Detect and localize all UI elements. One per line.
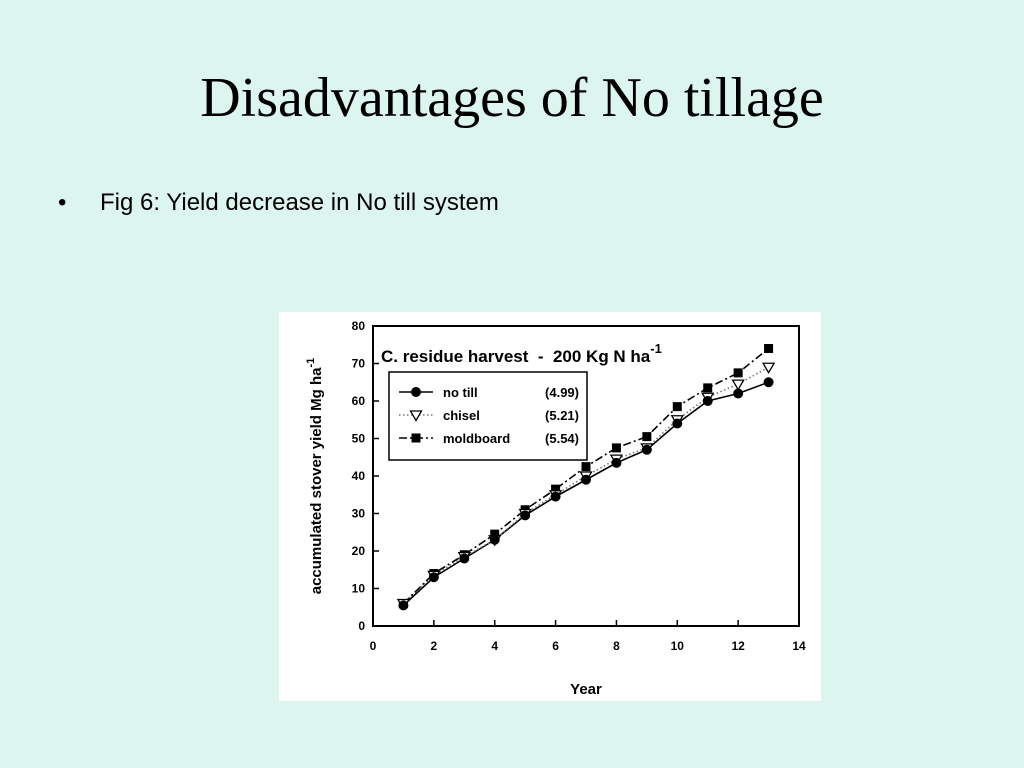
- chart-annotation: C. residue harvest - 200 Kg N ha-1: [381, 341, 662, 366]
- y-tick-label: 30: [352, 507, 366, 521]
- x-tick-label: 2: [431, 639, 438, 653]
- legend-marker-moldboard: [411, 433, 421, 443]
- data-point-no-till: [672, 418, 683, 429]
- data-point-no-till: [550, 491, 561, 502]
- x-tick-label: 8: [613, 639, 620, 653]
- legend-box: [388, 371, 588, 461]
- y-tick-label: 80: [352, 319, 366, 333]
- data-point-no-till: [428, 572, 439, 583]
- legend-marker-chisel: [409, 410, 423, 422]
- y-axis-label-superscript: -1: [305, 358, 317, 368]
- data-point-no-till: [611, 457, 622, 468]
- x-axis-label: Year: [570, 681, 602, 698]
- data-point-moldboard: [703, 383, 713, 393]
- bullet-marker: •: [58, 189, 67, 216]
- x-tick-label: 0: [370, 639, 377, 653]
- legend-marker-no-till: [411, 387, 421, 397]
- data-point-no-till: [733, 388, 744, 399]
- legend-value: (4.99): [545, 385, 579, 400]
- y-tick-label: 20: [352, 544, 366, 558]
- data-point-no-till: [459, 553, 470, 564]
- data-point-moldboard: [551, 484, 561, 494]
- data-point-no-till: [398, 600, 409, 611]
- y-tick-label: 10: [352, 582, 366, 596]
- data-point-moldboard: [764, 344, 774, 353]
- data-point-no-till: [520, 510, 531, 521]
- data-point-moldboard: [642, 432, 652, 442]
- figure-panel: 0 10 20 30 40 50 60 70 80 0 2 4 6 8 10 12 14 Year accumula…: [279, 312, 821, 701]
- legend-label: no till: [443, 385, 478, 400]
- legend-label: chisel: [443, 408, 480, 423]
- data-point-moldboard: [581, 462, 591, 472]
- y-axis-label-text: accumulated stover yield Mg ha: [308, 367, 325, 594]
- y-tick-label: 50: [352, 432, 366, 446]
- bullet-text: Fig 6: Yield decrease in No till system: [100, 189, 499, 216]
- chart-annotation-superscript: -1: [650, 341, 662, 356]
- chart-annotation-text: C. residue harvest - 200 Kg N ha: [381, 347, 651, 366]
- x-tick-label: 10: [671, 639, 685, 653]
- y-tick-label: 40: [352, 469, 366, 483]
- x-tick-label: 4: [491, 639, 498, 653]
- yield-chart: 0 10 20 30 40 50 60 70 80 0 2 4 6 8 10 12 14 Year accumula…: [305, 319, 806, 698]
- data-point-moldboard: [733, 368, 743, 378]
- data-point-moldboard: [672, 402, 682, 412]
- legend-value: (5.21): [545, 408, 579, 423]
- y-tick-label: 70: [352, 357, 366, 371]
- x-tick-label: 12: [731, 639, 745, 653]
- data-point-no-till: [763, 377, 774, 388]
- y-axis-label: accumulated stover yield Mg ha-1: [305, 358, 325, 595]
- y-tick-label: 0: [358, 619, 365, 633]
- slide-title: Disadvantages of No tillage: [200, 67, 824, 129]
- x-tick-label: 6: [552, 639, 559, 653]
- data-point-chisel: [761, 362, 776, 375]
- data-point-no-till: [581, 474, 591, 485]
- data-point-moldboard: [490, 529, 500, 539]
- data-point-no-till: [702, 396, 713, 406]
- data-point-moldboard: [611, 443, 621, 453]
- legend-value: (5.54): [545, 431, 579, 446]
- data-point-no-till: [641, 444, 652, 455]
- y-tick-label: 60: [352, 394, 366, 408]
- x-tick-label: 14: [792, 639, 806, 653]
- legend-label: moldboard: [443, 431, 510, 446]
- data-point-chisel: [731, 379, 745, 391]
- data-point-no-till: [489, 534, 500, 545]
